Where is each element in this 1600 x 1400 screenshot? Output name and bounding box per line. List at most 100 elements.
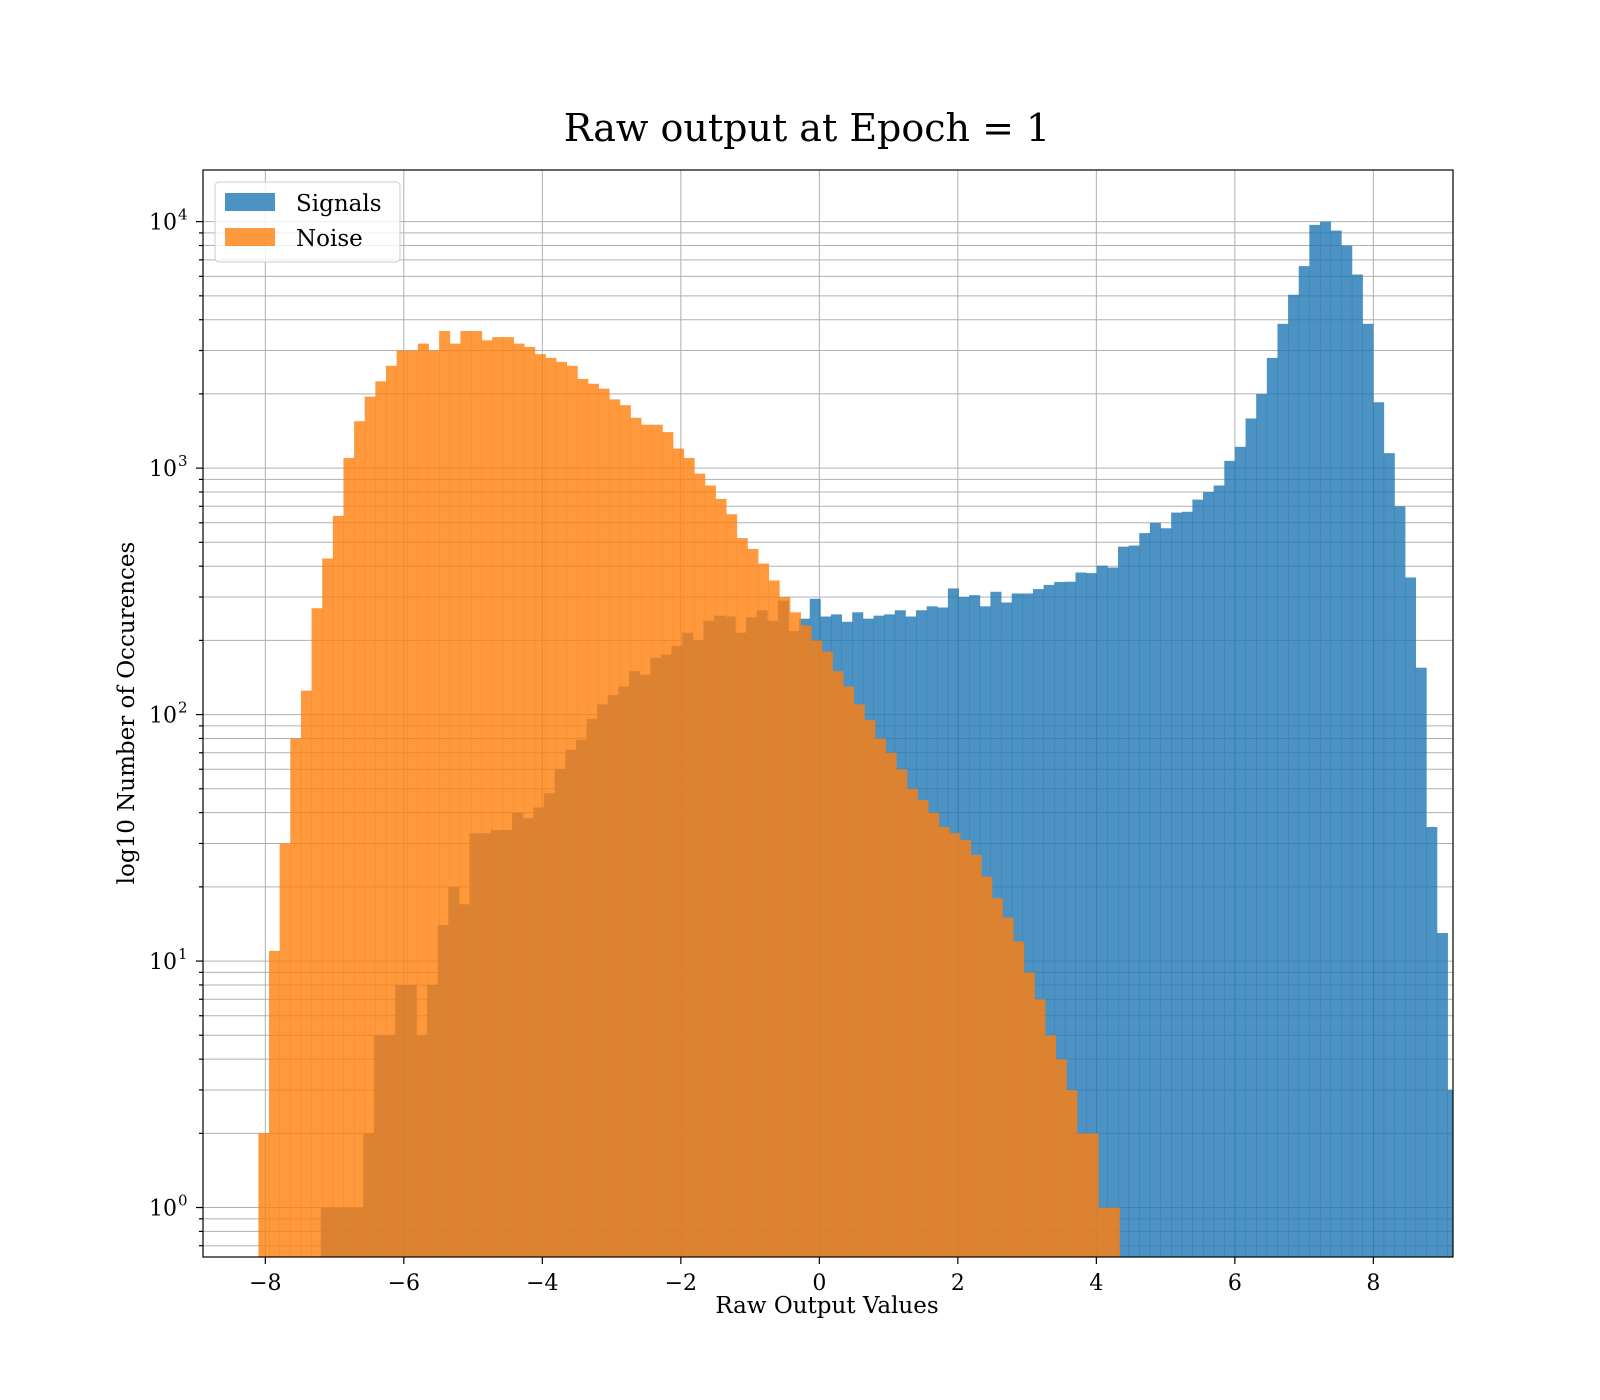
histogram-bar-noise	[747, 548, 759, 1257]
y-tick-label-exponent: 1	[178, 945, 188, 963]
histogram-bar-signals	[1011, 593, 1023, 1257]
histogram-bar-noise	[354, 421, 366, 1257]
histogram-bar-noise	[928, 812, 940, 1257]
y-tick-label-exponent: 2	[178, 699, 188, 717]
histogram-bar-noise	[279, 843, 291, 1257]
histogram-bar-signals	[1064, 581, 1076, 1257]
histogram-bar-noise	[407, 350, 419, 1257]
histogram-bar-noise	[1055, 1059, 1067, 1257]
histogram-bar-noise	[726, 514, 738, 1257]
histogram-bar-signals	[1266, 357, 1278, 1257]
histogram-bar-signals	[1107, 567, 1119, 1257]
y-tick-label-exponent: 3	[178, 452, 188, 470]
y-tick-label-base: 10	[149, 457, 177, 482]
histogram-bar-signals	[1256, 393, 1268, 1257]
histogram-bar-noise	[672, 448, 685, 1257]
legend-swatch-noise	[225, 228, 275, 246]
histogram-bar-noise	[396, 350, 408, 1257]
histogram-bar-noise	[1098, 1207, 1110, 1257]
histogram-bar-noise	[609, 399, 621, 1257]
histogram-bar-signals	[1043, 584, 1055, 1257]
histogram-bar-signals	[1096, 565, 1108, 1257]
legend-label-signals: Signals	[296, 191, 382, 217]
histogram-bar-signals	[1351, 274, 1363, 1257]
chart-title: Raw output at Epoch = 1	[564, 106, 1050, 150]
histogram-bar-noise	[683, 457, 695, 1257]
histogram-bar-noise	[736, 538, 748, 1257]
histogram-bar-noise	[651, 424, 663, 1257]
histogram-bar-noise	[332, 515, 344, 1257]
histogram-bar-noise	[800, 625, 812, 1257]
histogram-bar-signals	[1149, 522, 1161, 1257]
histogram-bar-noise	[1108, 1207, 1120, 1257]
histogram-bar-noise	[906, 788, 918, 1257]
histogram-bar-signals	[1394, 506, 1406, 1257]
y-tick-label-base: 10	[149, 1197, 177, 1222]
x-tick-label: 8	[1366, 1271, 1380, 1296]
histogram-bar-noise	[513, 343, 525, 1257]
histogram-bars	[258, 221, 1453, 1257]
legend-swatch-signals	[225, 193, 275, 211]
histogram-bar-noise	[874, 738, 886, 1257]
histogram-bar-signals	[1234, 446, 1246, 1257]
histogram-bar-signals	[1054, 582, 1066, 1257]
histogram-bar-signals	[1330, 230, 1342, 1257]
x-axis-label: Raw Output Values	[715, 1293, 938, 1319]
histogram-bar-noise	[630, 417, 642, 1257]
histogram-bar-signals	[1288, 294, 1300, 1257]
histogram-bar-noise	[417, 343, 429, 1257]
histogram-bar-noise	[598, 388, 610, 1257]
histogram-bar-noise	[704, 485, 716, 1257]
histogram-bar-noise	[1045, 1035, 1057, 1257]
histogram-bar-signals	[1415, 667, 1427, 1257]
histogram-bar-noise	[970, 854, 982, 1257]
x-tick-label: 6	[1228, 1271, 1242, 1296]
histogram-bar-noise	[641, 424, 653, 1257]
histogram-bar-noise	[789, 612, 801, 1257]
histogram-bar-noise	[811, 640, 823, 1257]
histogram-bar-noise	[768, 580, 780, 1257]
histogram-bar-noise	[258, 1133, 270, 1257]
histogram-bar-noise	[343, 457, 355, 1257]
histogram-bar-noise	[843, 686, 855, 1257]
histogram-bar-signals	[1298, 266, 1310, 1257]
histogram-bar-signals	[1171, 512, 1183, 1257]
histogram-bar-noise	[492, 337, 504, 1257]
y-tick-label: 10 3	[149, 452, 188, 482]
histogram-bar-noise	[959, 839, 972, 1257]
y-tick-label-base: 10	[149, 211, 177, 236]
histogram-bar-noise	[949, 833, 961, 1257]
histogram-bar-signals	[1032, 589, 1044, 1257]
histogram-bar-signals	[1181, 511, 1193, 1257]
histogram-bar-noise	[481, 340, 493, 1257]
histogram-bar-signals	[1117, 546, 1130, 1257]
histogram-bar-signals	[1203, 492, 1215, 1257]
y-tick-label-base: 10	[149, 950, 177, 975]
histogram-bar-noise	[981, 876, 993, 1257]
histogram-bar-noise	[619, 405, 631, 1257]
y-tick-label-exponent: 0	[178, 1192, 188, 1210]
histogram-bar-noise	[779, 596, 791, 1257]
histogram-bar-noise	[1034, 999, 1046, 1257]
histogram-bar-noise	[832, 671, 844, 1257]
histogram-bar-noise	[439, 331, 451, 1257]
histogram-bar-signals	[1405, 577, 1417, 1257]
histogram-bar-signals	[1192, 499, 1204, 1257]
histogram-bar-noise	[364, 396, 376, 1257]
histogram-bar-noise	[991, 898, 1003, 1257]
histogram-bar-noise	[375, 381, 387, 1257]
y-tick-label-exponent: 4	[178, 206, 188, 224]
histogram-bar-signals	[1383, 453, 1395, 1257]
histogram-bar-noise	[269, 950, 281, 1257]
y-tick-label-base: 10	[149, 704, 177, 729]
histogram-bar-signals	[1245, 418, 1257, 1257]
histogram-bar-noise	[821, 651, 833, 1257]
histogram-bar-signals	[1160, 528, 1172, 1257]
histogram-bar-signals	[1436, 932, 1448, 1257]
histogram-bar-noise	[896, 769, 908, 1257]
histogram-bar-noise	[300, 690, 312, 1257]
y-axis-label: log10 Number of Occurences	[114, 542, 140, 885]
histogram-bar-signals	[1139, 533, 1151, 1257]
